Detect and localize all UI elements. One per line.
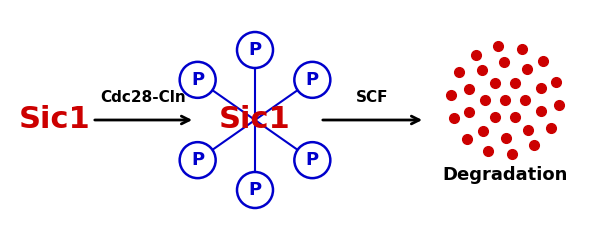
Circle shape	[237, 32, 273, 68]
Text: Cdc28-Cln: Cdc28-Cln	[101, 90, 187, 105]
Circle shape	[295, 142, 331, 178]
Text: P: P	[306, 151, 319, 169]
Text: P: P	[248, 181, 262, 199]
Circle shape	[179, 142, 215, 178]
Text: P: P	[306, 71, 319, 89]
Text: P: P	[191, 71, 204, 89]
Text: Sic1: Sic1	[19, 105, 91, 135]
Text: P: P	[191, 151, 204, 169]
Circle shape	[295, 62, 331, 98]
Circle shape	[237, 172, 273, 208]
Text: Degradation: Degradation	[442, 166, 568, 184]
Text: P: P	[248, 41, 262, 59]
Circle shape	[179, 62, 215, 98]
Text: Sic1: Sic1	[219, 105, 291, 135]
Text: SCF: SCF	[356, 90, 389, 105]
